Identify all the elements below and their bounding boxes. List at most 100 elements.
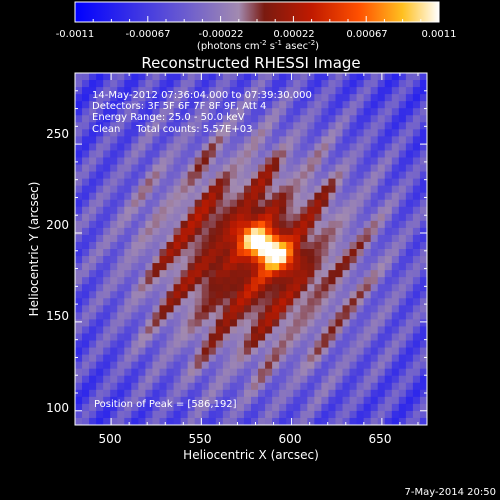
heatmap-cell [251, 417, 259, 425]
heatmap-cell [194, 389, 203, 398]
heatmap-cell [103, 256, 111, 264]
heatmap-cell [251, 389, 259, 398]
heatmap-cell [363, 157, 372, 165]
heatmap-cell [180, 361, 189, 370]
heatmap-cell [335, 227, 343, 236]
heatmap-cell [194, 347, 203, 355]
heatmap-cell [258, 178, 266, 187]
heatmap-cell [215, 241, 224, 250]
heatmap-cell [293, 368, 301, 377]
heatmap-cell [265, 122, 273, 130]
heatmap-cell [117, 150, 125, 158]
heatmap-cell [342, 277, 350, 285]
heatmap-cell [96, 396, 104, 405]
heatmap-cell [328, 291, 336, 299]
heatmap-cell [349, 382, 357, 391]
heatmap-cell [279, 340, 287, 348]
heatmap-cell [342, 164, 350, 172]
heatmap-cell [314, 164, 322, 172]
heatmap-cell [173, 150, 181, 158]
heatmap-cell [159, 256, 167, 264]
heatmap-cell [222, 347, 231, 355]
heatmap-cell [272, 284, 280, 292]
heatmap-cell [89, 403, 97, 412]
heatmap-cell [159, 417, 167, 425]
heatmap-cell [194, 375, 203, 384]
heatmap-cell [131, 115, 139, 123]
heatmap-cell [131, 410, 139, 419]
heatmap-cell [96, 234, 104, 243]
heatmap-cell [222, 129, 231, 137]
heatmap-cell [159, 220, 167, 229]
heatmap-cell [138, 129, 146, 137]
heatmap-cell [236, 396, 245, 405]
heatmap-cell [335, 143, 343, 151]
heatmap-cell [117, 206, 125, 215]
heatmap-cell [159, 94, 167, 102]
heatmap-cell [89, 234, 97, 243]
heatmap-cell [201, 312, 210, 320]
heatmap-cell [342, 241, 350, 250]
heatmap-cell [222, 192, 231, 201]
heatmap-cell [286, 178, 294, 187]
heatmap-cell [419, 361, 427, 370]
heatmap-cell [363, 185, 372, 194]
heatmap-cell [222, 87, 231, 95]
heatmap-cell [236, 291, 245, 299]
heatmap-cell [243, 333, 252, 341]
heatmap-cell [117, 382, 125, 391]
heatmap-cell [258, 115, 266, 123]
heatmap-cell [194, 270, 203, 278]
heatmap-cell [405, 291, 414, 299]
heatmap-cell [286, 171, 294, 179]
heatmap-cell [110, 206, 118, 215]
heatmap-cell [412, 178, 421, 187]
heatmap-cell [251, 305, 259, 313]
heatmap-cell [300, 171, 308, 179]
heatmap-cell [131, 192, 139, 201]
heatmap-cell [258, 340, 266, 348]
heatmap-cell [222, 157, 231, 165]
heatmap-cell [236, 192, 245, 201]
heatmap-cell [82, 270, 90, 278]
heatmap-cell [384, 108, 393, 116]
heatmap-cell [173, 73, 181, 81]
heatmap-cell [166, 171, 174, 179]
heatmap-cell [370, 270, 379, 278]
heatmap-cell [335, 199, 343, 208]
heatmap-cell [258, 326, 266, 334]
heatmap-cell [131, 319, 139, 327]
heatmap-cell [398, 298, 407, 306]
heatmap-cell [307, 108, 315, 116]
heatmap-cell [384, 319, 393, 327]
heatmap-cell [173, 340, 181, 348]
heatmap-cell [349, 277, 357, 285]
heatmap-cell [349, 122, 357, 130]
heatmap-cell [258, 284, 266, 292]
heatmap-cell [391, 375, 400, 384]
heatmap-cell [286, 164, 294, 172]
heatmap-cell [145, 122, 153, 130]
heatmap-cell [145, 234, 153, 243]
heatmap-cell [124, 150, 132, 158]
heatmap-cell [124, 227, 132, 236]
heatmap-cell [419, 298, 427, 306]
heatmap-cell [349, 368, 357, 377]
heatmap-cell [279, 284, 287, 292]
heatmap-cell [229, 326, 238, 334]
heatmap-cell [229, 263, 238, 271]
heatmap-cell [384, 87, 393, 95]
heatmap-cell [363, 347, 372, 355]
heatmap-cell [173, 361, 181, 370]
heatmap-cell [265, 319, 273, 327]
heatmap-cell [363, 220, 372, 229]
x-tick-label: 500 [99, 432, 122, 446]
heatmap-cell [131, 220, 139, 229]
heatmap-cell [222, 312, 231, 320]
heatmap-cell [208, 73, 217, 81]
heatmap-cell [124, 80, 132, 88]
heatmap-cell [251, 101, 259, 109]
heatmap-cell [110, 73, 118, 81]
heatmap-cell [307, 410, 315, 419]
heatmap-cell [258, 396, 266, 405]
